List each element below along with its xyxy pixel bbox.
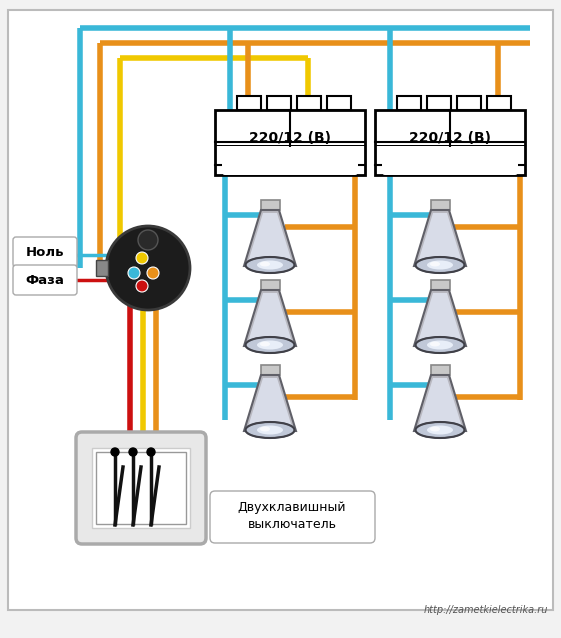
FancyBboxPatch shape xyxy=(96,452,186,524)
FancyBboxPatch shape xyxy=(375,145,525,146)
Ellipse shape xyxy=(257,341,283,350)
Text: 220/12 (В): 220/12 (В) xyxy=(249,131,331,145)
FancyBboxPatch shape xyxy=(222,147,358,175)
Text: http://zametkielectrika.ru: http://zametkielectrika.ru xyxy=(424,605,548,615)
Polygon shape xyxy=(418,378,462,427)
Ellipse shape xyxy=(416,422,465,438)
Ellipse shape xyxy=(260,426,270,431)
Polygon shape xyxy=(418,213,462,262)
Circle shape xyxy=(106,226,190,310)
Polygon shape xyxy=(248,213,292,262)
FancyBboxPatch shape xyxy=(457,96,481,110)
Ellipse shape xyxy=(260,262,270,267)
Polygon shape xyxy=(248,293,292,342)
Text: Ноль: Ноль xyxy=(26,246,65,260)
Circle shape xyxy=(147,448,155,456)
Polygon shape xyxy=(414,375,466,431)
FancyBboxPatch shape xyxy=(76,432,206,544)
FancyBboxPatch shape xyxy=(261,280,280,290)
FancyBboxPatch shape xyxy=(215,145,365,146)
Circle shape xyxy=(138,230,158,250)
FancyBboxPatch shape xyxy=(267,96,291,110)
Circle shape xyxy=(129,448,137,456)
FancyBboxPatch shape xyxy=(210,491,375,543)
FancyBboxPatch shape xyxy=(13,237,77,267)
Polygon shape xyxy=(244,210,296,266)
FancyBboxPatch shape xyxy=(427,96,451,110)
Polygon shape xyxy=(244,375,296,431)
Polygon shape xyxy=(418,293,462,342)
Polygon shape xyxy=(248,378,292,427)
Text: 220/12 (В): 220/12 (В) xyxy=(409,131,491,145)
Ellipse shape xyxy=(246,257,295,273)
FancyBboxPatch shape xyxy=(431,200,450,210)
Ellipse shape xyxy=(430,341,440,346)
Ellipse shape xyxy=(427,260,453,269)
Ellipse shape xyxy=(430,426,440,431)
Ellipse shape xyxy=(246,422,295,438)
FancyBboxPatch shape xyxy=(92,448,190,528)
FancyBboxPatch shape xyxy=(261,200,280,210)
Ellipse shape xyxy=(260,341,270,346)
FancyBboxPatch shape xyxy=(237,96,261,110)
FancyBboxPatch shape xyxy=(382,147,518,175)
FancyBboxPatch shape xyxy=(431,365,450,375)
FancyBboxPatch shape xyxy=(96,260,108,276)
FancyBboxPatch shape xyxy=(487,96,511,110)
FancyBboxPatch shape xyxy=(13,265,77,295)
Polygon shape xyxy=(414,210,466,266)
Ellipse shape xyxy=(427,426,453,434)
FancyBboxPatch shape xyxy=(431,280,450,290)
FancyBboxPatch shape xyxy=(261,365,280,375)
FancyBboxPatch shape xyxy=(397,96,421,110)
FancyBboxPatch shape xyxy=(8,10,553,610)
Circle shape xyxy=(128,267,140,279)
Ellipse shape xyxy=(416,337,465,353)
Circle shape xyxy=(136,280,148,292)
Circle shape xyxy=(136,252,148,264)
Polygon shape xyxy=(244,290,296,346)
Circle shape xyxy=(147,267,159,279)
FancyBboxPatch shape xyxy=(297,96,321,110)
Text: Двухклавишный
выключатель: Двухклавишный выключатель xyxy=(238,501,346,531)
Ellipse shape xyxy=(257,426,283,434)
FancyBboxPatch shape xyxy=(327,96,351,110)
FancyBboxPatch shape xyxy=(375,110,525,175)
Polygon shape xyxy=(414,290,466,346)
Ellipse shape xyxy=(257,260,283,269)
FancyBboxPatch shape xyxy=(215,110,365,175)
Text: Фаза: Фаза xyxy=(26,274,65,288)
Ellipse shape xyxy=(430,262,440,267)
Circle shape xyxy=(111,448,119,456)
Ellipse shape xyxy=(427,341,453,350)
Ellipse shape xyxy=(416,257,465,273)
Ellipse shape xyxy=(246,337,295,353)
